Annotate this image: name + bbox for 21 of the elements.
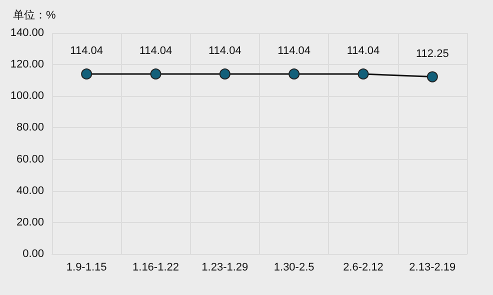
data-label: 114.04 (139, 44, 172, 57)
x-tick-label: 1.30-2.5 (274, 262, 314, 274)
data-label: 114.04 (346, 44, 380, 57)
data-label: 114.04 (278, 44, 310, 57)
x-tick-label: 1.16-1.22 (132, 262, 179, 274)
y-tick-label: 20.00 (16, 216, 44, 228)
data-label: 112.25 (416, 48, 449, 60)
y-tick-label: 40.00 (16, 184, 44, 197)
x-tick-label: 2.13-2.19 (409, 262, 456, 274)
y-tick-label: 100.00 (10, 90, 44, 102)
y-tick-label: 140.00 (10, 27, 44, 39)
data-label: 114.04 (208, 44, 242, 57)
y-tick-label: 0.00 (22, 248, 44, 260)
y-tick-label: 120.00 (10, 58, 44, 71)
x-tick-label: 1.9-1.15 (66, 262, 107, 274)
data-label: 114.04 (70, 44, 103, 57)
x-tick-label: 2.6-2.12 (343, 262, 384, 274)
x-tick-label: 1.23-1.29 (202, 262, 248, 274)
y-axis-title: 单位：% (13, 8, 56, 22)
y-tick-label: 80.00 (16, 122, 44, 134)
y-tick-label: 60.00 (16, 153, 44, 166)
